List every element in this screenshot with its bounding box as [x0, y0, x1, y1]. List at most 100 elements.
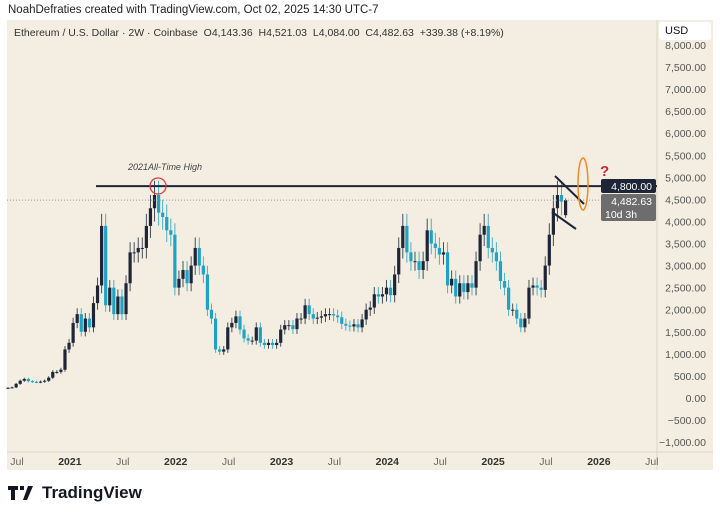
candle-body — [100, 225, 104, 286]
candle-body — [417, 261, 421, 271]
candle — [405, 213, 409, 263]
candle-body — [462, 283, 466, 293]
candle — [356, 319, 360, 333]
candle-body — [319, 316, 323, 318]
candle-body — [507, 287, 511, 310]
candle-body — [104, 225, 108, 306]
ath-circle — [149, 177, 167, 195]
chart-panel[interactable] — [7, 20, 713, 470]
candle-body — [466, 283, 470, 293]
candle-body — [209, 309, 214, 319]
symbol-name: Ethereum / U.S. Dollar · 2W · Coinbase — [14, 27, 198, 39]
candle-body — [30, 381, 35, 383]
candle — [511, 303, 515, 316]
candle-body — [372, 294, 376, 308]
candle-body — [450, 278, 454, 286]
candle-body — [295, 318, 299, 330]
candle — [295, 312, 299, 334]
candle — [63, 346, 67, 372]
candle — [83, 312, 87, 337]
candle — [173, 223, 177, 296]
candle — [417, 251, 421, 279]
x-tick-label: Jul — [539, 456, 552, 468]
candle — [376, 287, 380, 304]
x-tick-label: 2023 — [270, 456, 294, 468]
candle-body — [87, 318, 91, 328]
candle — [246, 334, 250, 345]
currency-button[interactable]: USD — [659, 22, 711, 40]
candle-body — [173, 234, 177, 288]
candle-body — [144, 225, 148, 248]
candle-body — [22, 378, 26, 381]
candle-body — [307, 305, 311, 315]
candle — [478, 223, 482, 271]
candle-body — [397, 247, 401, 275]
candle-body — [482, 225, 486, 235]
candle-body — [279, 329, 283, 343]
resistance-price-tag — [601, 179, 656, 193]
candle-body — [226, 327, 230, 350]
candle-body — [539, 287, 543, 290]
candle — [201, 256, 205, 284]
candle — [429, 218, 433, 255]
candle — [303, 298, 307, 325]
candle — [262, 338, 267, 349]
candle-body — [38, 381, 43, 383]
candle-body — [152, 195, 157, 209]
candle-body — [246, 338, 250, 341]
candle — [502, 272, 507, 296]
candle-body — [181, 270, 185, 279]
candle-body — [177, 278, 181, 288]
candle-body — [230, 322, 234, 328]
candle — [148, 194, 153, 238]
candle-body — [205, 274, 210, 310]
candle-body — [185, 270, 189, 284]
candle — [332, 308, 336, 322]
candle-body — [18, 380, 22, 384]
candle — [348, 320, 352, 332]
candle — [189, 256, 193, 292]
candle-body — [332, 314, 336, 316]
candle — [340, 311, 344, 330]
candle — [47, 376, 51, 382]
candle — [551, 194, 555, 247]
candle — [401, 213, 405, 259]
candle — [266, 338, 271, 349]
candle-body — [563, 200, 568, 216]
candle-body — [71, 322, 75, 343]
candle — [547, 223, 551, 275]
candle — [393, 265, 397, 303]
candle — [226, 322, 230, 353]
candle-body — [421, 261, 425, 271]
brand-name: TradingView — [42, 483, 142, 502]
x-tick-label: Jul — [10, 456, 23, 468]
candle — [433, 232, 437, 259]
candle — [519, 312, 523, 333]
candle — [470, 275, 474, 296]
candle — [222, 346, 226, 355]
candle — [458, 275, 462, 304]
resistance-price-label: 4,800.00 — [611, 181, 652, 193]
candle-body — [116, 296, 120, 315]
candle — [250, 336, 254, 345]
candle-body — [458, 283, 462, 297]
candle — [156, 180, 161, 226]
y-tick-label: 6,000.00 — [665, 128, 706, 140]
candle — [230, 317, 234, 333]
y-tick-label: 0.00 — [686, 393, 707, 405]
candle-body — [120, 296, 124, 315]
candle-body — [275, 342, 279, 346]
candle-body — [364, 309, 368, 320]
x-tick-label: 2021 — [58, 456, 82, 468]
candle — [218, 346, 222, 355]
candle — [279, 324, 283, 347]
candle — [287, 320, 291, 331]
candle — [543, 256, 547, 298]
candle — [100, 213, 104, 294]
candle — [55, 370, 59, 374]
candle — [38, 380, 43, 384]
y-tick-label: −1,000.00 — [659, 437, 706, 449]
candle — [490, 237, 494, 263]
tradingview-logo: TradingView — [8, 483, 142, 503]
